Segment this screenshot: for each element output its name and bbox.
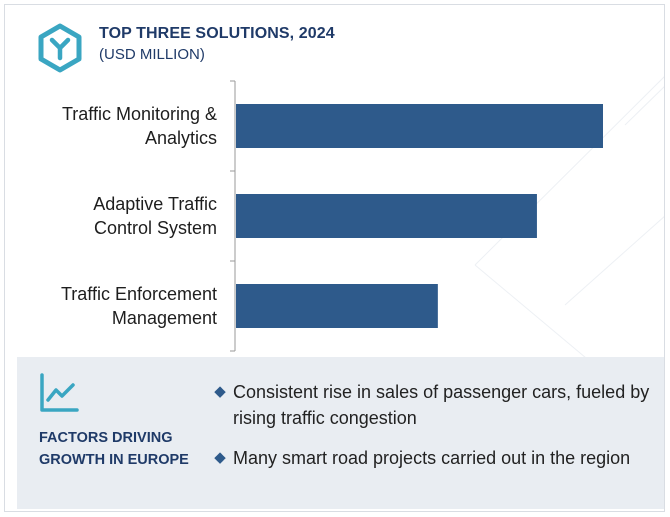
factor-text: Many smart road projects carried out in …: [233, 448, 631, 468]
hexagon-logo-icon: [38, 23, 82, 73]
category-label: Adaptive Traffic Control System: [93, 194, 217, 238]
diamond-bullet-icon: ◆: [214, 383, 226, 400]
chart-title: TOP THREE SOLUTIONS, 2024: [99, 25, 335, 42]
category-label: Traffic Monitoring & Analytics: [62, 104, 217, 148]
infographic-card: TOP THREE SOLUTIONS, 2024 (USD MILLION) …: [4, 4, 665, 512]
bar-chart: Traffic Monitoring & Analytics Adaptive Tr…: [61, 80, 603, 352]
bar: [236, 194, 537, 238]
factor-item: ◆ Many smart road projects carried out i…: [213, 445, 658, 471]
factor-text: Consistent rise in sales of passenger ca…: [233, 382, 650, 428]
factors-title: FACTORS DRIVING GROWTH IN EUROPE: [39, 430, 189, 468]
factors-panel: FACTORS DRIVING GROWTH IN EUROPE ◆ Consi…: [17, 357, 664, 509]
trend-line-icon: [40, 373, 79, 412]
diamond-bullet-icon: ◆: [214, 449, 226, 466]
factor-item: ◆ Consistent rise in sales of passenger …: [213, 379, 658, 431]
chart-subtitle: (USD MILLION): [99, 46, 205, 63]
factors-list: ◆ Consistent rise in sales of passenger …: [213, 379, 658, 485]
bar: [236, 284, 438, 328]
bar: [236, 104, 603, 148]
category-label: Traffic Enforcement Management: [61, 284, 217, 328]
